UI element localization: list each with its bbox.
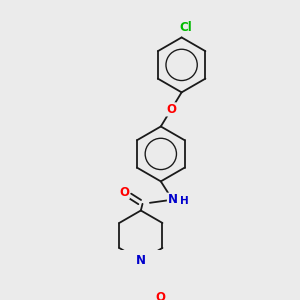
Text: Cl: Cl: [179, 21, 192, 34]
Text: O: O: [155, 290, 165, 300]
Text: O: O: [119, 186, 129, 199]
Text: H: H: [180, 196, 188, 206]
Text: N: N: [167, 193, 178, 206]
Text: O: O: [166, 103, 176, 116]
Text: N: N: [136, 254, 146, 267]
